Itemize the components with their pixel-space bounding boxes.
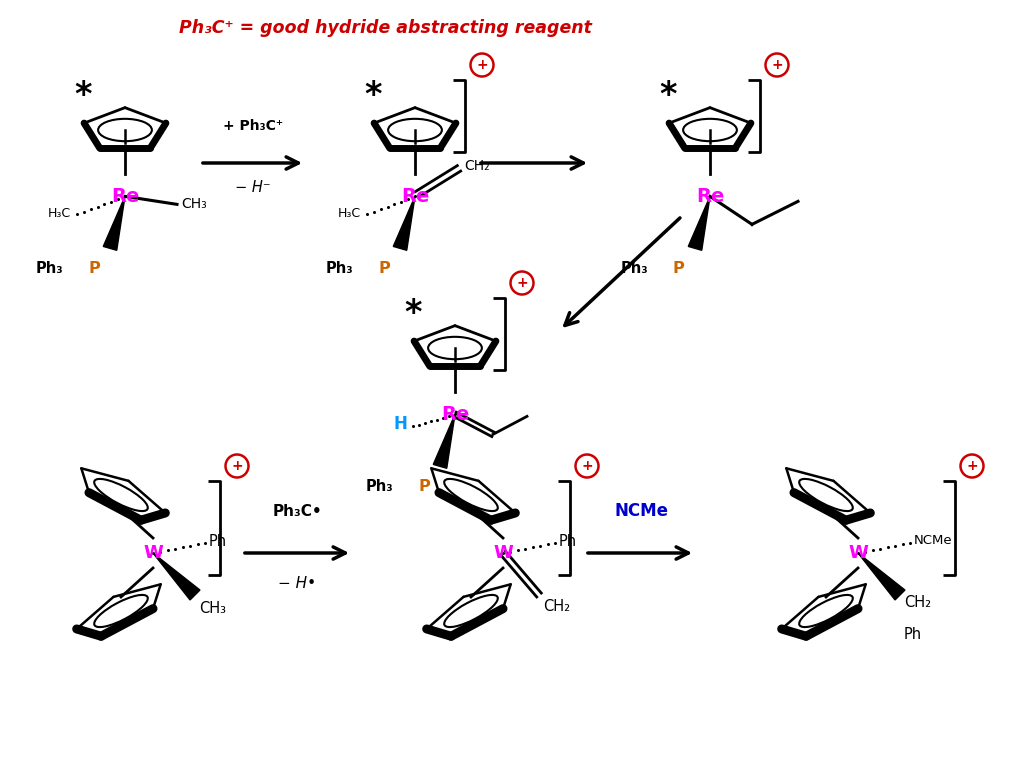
Text: NCMe: NCMe xyxy=(914,535,952,548)
Text: +: + xyxy=(516,276,527,290)
Polygon shape xyxy=(153,553,200,600)
Text: P: P xyxy=(673,261,685,276)
Text: Ph₃: Ph₃ xyxy=(326,261,353,276)
Text: Ph₃: Ph₃ xyxy=(366,479,393,494)
Text: Ph: Ph xyxy=(559,534,578,548)
Polygon shape xyxy=(433,415,455,468)
Text: Ph: Ph xyxy=(904,627,923,642)
Text: Ph₃: Ph₃ xyxy=(36,261,63,276)
Text: − H•: − H• xyxy=(278,576,316,591)
Text: +: + xyxy=(771,58,782,72)
Text: Re: Re xyxy=(696,187,724,206)
Text: W: W xyxy=(494,544,513,562)
Text: P: P xyxy=(418,479,430,494)
Text: CH₃: CH₃ xyxy=(199,601,226,616)
Text: W: W xyxy=(143,544,163,562)
Text: Ph₃C⁺ = good hydride abstracting reagent: Ph₃C⁺ = good hydride abstracting reagent xyxy=(178,19,592,37)
Text: +: + xyxy=(967,459,978,473)
Text: − H⁻: − H⁻ xyxy=(236,180,270,195)
Text: CH₂: CH₂ xyxy=(464,160,489,174)
Text: + Ph₃C⁺: + Ph₃C⁺ xyxy=(223,119,283,133)
Text: P: P xyxy=(88,261,99,276)
Text: *: * xyxy=(75,78,92,111)
Text: *: * xyxy=(404,296,422,329)
Text: Ph: Ph xyxy=(209,534,227,548)
Text: H₃C: H₃C xyxy=(48,207,71,220)
Text: NCMe: NCMe xyxy=(615,502,669,520)
Text: Re: Re xyxy=(440,405,469,424)
Text: CH₂: CH₂ xyxy=(543,599,570,614)
Text: Re: Re xyxy=(400,187,429,206)
Text: CH₃: CH₃ xyxy=(181,197,207,211)
Text: P: P xyxy=(378,261,390,276)
Polygon shape xyxy=(688,197,710,250)
Text: Re: Re xyxy=(111,187,139,206)
Text: *: * xyxy=(659,78,677,111)
Text: H: H xyxy=(393,415,407,433)
Text: W: W xyxy=(848,544,868,562)
Text: H₃C: H₃C xyxy=(338,207,361,220)
Polygon shape xyxy=(858,553,905,600)
Polygon shape xyxy=(103,197,125,250)
Text: +: + xyxy=(582,459,593,473)
Text: Ph₃: Ph₃ xyxy=(621,261,648,276)
Text: CH₂: CH₂ xyxy=(904,595,931,610)
Text: +: + xyxy=(476,58,487,72)
Text: Ph₃C•: Ph₃C• xyxy=(272,504,322,519)
Text: *: * xyxy=(365,78,382,111)
Polygon shape xyxy=(393,197,415,250)
Text: +: + xyxy=(231,459,243,473)
